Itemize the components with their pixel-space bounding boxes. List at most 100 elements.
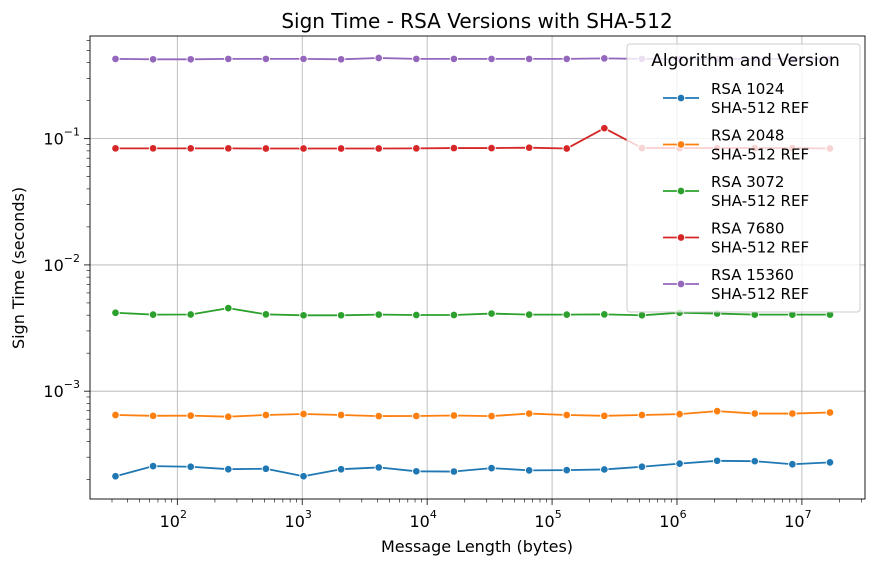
data-point [336, 311, 346, 320]
data-point [186, 144, 195, 153]
x-tick-label-base: 10 [409, 512, 429, 531]
data-point [224, 303, 233, 313]
data-point [224, 464, 233, 474]
legend-label: SHA-512 REF [711, 239, 809, 257]
data-point [487, 411, 496, 421]
legend-label: SHA-512 REF [711, 285, 809, 303]
data-point [750, 456, 760, 466]
data-point [449, 143, 459, 153]
x-tick-label: 103 [285, 508, 312, 531]
data-point [148, 411, 158, 421]
data-point [374, 144, 383, 153]
data-point [487, 54, 496, 64]
y-tick-label-exp: −2 [64, 252, 80, 265]
data-point [299, 471, 308, 481]
legend-label: RSA 1024 [711, 80, 784, 98]
x-axis-title: Message Length (bytes) [381, 537, 573, 556]
data-point [299, 54, 308, 64]
data-point [186, 462, 195, 472]
x-tick-label-exp: 4 [430, 508, 437, 521]
data-point [299, 409, 308, 419]
legend-label: SHA-512 REF [711, 146, 809, 164]
y-tick-label-base: 10 [43, 256, 63, 275]
data-point [412, 54, 421, 64]
series-line [115, 459, 831, 478]
data-point [412, 411, 421, 421]
legend-swatch-marker [676, 279, 686, 289]
data-point [788, 459, 797, 469]
data-point [261, 144, 271, 153]
data-point [111, 144, 120, 153]
x-tick-label-base: 10 [534, 512, 554, 531]
data-point [712, 406, 722, 416]
data-point [750, 409, 760, 418]
y-tick-label: 10−3 [43, 378, 80, 401]
y-tick-label-base: 10 [43, 382, 63, 401]
y-tick-label: 10−2 [43, 252, 80, 275]
data-point [449, 54, 459, 64]
y-tick-label-exp: −3 [64, 378, 80, 391]
data-point [261, 54, 271, 64]
series-0 [111, 456, 835, 481]
data-point [600, 411, 609, 421]
legend-box [626, 43, 861, 313]
data-point [637, 462, 647, 472]
data-point [675, 459, 684, 468]
x-tick-label-base: 10 [784, 512, 804, 531]
y-tick-label: 10−1 [43, 126, 80, 149]
data-point [186, 411, 195, 420]
x-tick-label-base: 10 [160, 512, 180, 531]
x-tick-label-exp: 6 [680, 508, 687, 521]
data-point [374, 310, 383, 319]
legend-swatch-marker [676, 233, 686, 242]
plot-frame [89, 35, 866, 500]
legend-label: RSA 3072 [711, 173, 784, 191]
legend-title: Algorithm and Version [651, 51, 840, 71]
data-point [186, 55, 195, 64]
data-point [562, 410, 571, 420]
data-point [675, 409, 684, 419]
data-point [261, 310, 271, 319]
data-point [825, 458, 835, 467]
data-point [449, 310, 459, 320]
x-tick-label-exp: 2 [180, 508, 187, 521]
series-1 [111, 406, 835, 421]
data-point [261, 410, 271, 420]
data-point [148, 461, 158, 471]
x-tick-label-exp: 3 [305, 508, 312, 521]
data-point [336, 464, 346, 474]
data-point [524, 310, 534, 319]
data-point [600, 465, 609, 474]
data-point [524, 466, 534, 475]
legend-swatch-marker [676, 186, 686, 196]
data-point [562, 465, 571, 475]
data-point [224, 54, 233, 64]
x-tick-label: 106 [659, 508, 686, 531]
data-point [299, 311, 308, 320]
series-line [115, 307, 830, 317]
legend-label: RSA 15360 [711, 266, 794, 284]
data-point [637, 311, 647, 320]
data-point [788, 409, 797, 418]
y-axis-title: Sign Time (seconds) [9, 187, 28, 349]
x-tick-label-base: 10 [659, 512, 679, 531]
data-point [600, 123, 609, 133]
data-point [374, 53, 383, 63]
data-point [562, 310, 571, 319]
chart-title: Sign Time - RSA Versions with SHA-512 [281, 9, 672, 33]
data-point [186, 310, 195, 319]
data-point [336, 410, 346, 420]
y-tick-label-base: 10 [43, 130, 63, 149]
data-point [148, 310, 158, 319]
x-tick-label: 107 [784, 508, 811, 531]
data-point [299, 144, 308, 153]
data-point [562, 144, 571, 153]
legend-swatch-marker [676, 93, 686, 103]
